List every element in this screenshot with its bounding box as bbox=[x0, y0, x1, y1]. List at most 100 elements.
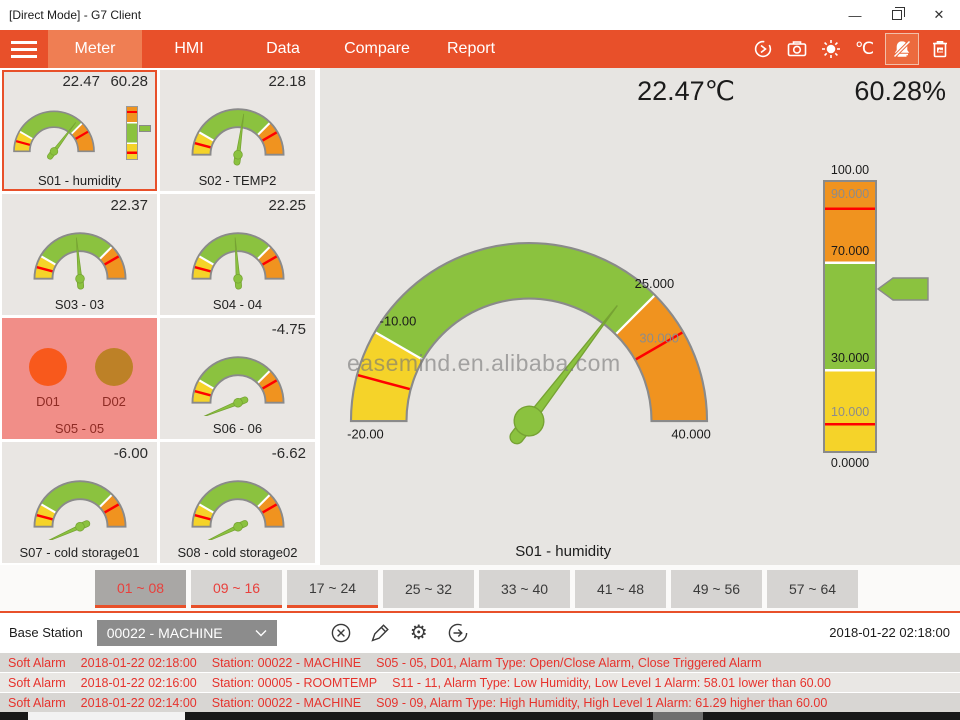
meter-detail-panel: 22.47℃ 60.28% -10.00 25.000 30.000 -20.0… bbox=[320, 68, 960, 565]
gauge-tick-low: -10.00 bbox=[380, 313, 417, 328]
meter-group-tabs: 01 ~ 08 09 ~ 16 17 ~ 24 25 ~ 32 33 ~ 40 … bbox=[0, 565, 960, 611]
tile-label: S05 - 05 bbox=[54, 421, 105, 436]
group-tab-57-64[interactable]: 57 ~ 64 bbox=[767, 570, 858, 608]
tile-value: 22.18 bbox=[268, 73, 306, 90]
tile-label: S07 - cold storage01 bbox=[19, 545, 140, 560]
gauge-dial bbox=[190, 479, 285, 540]
station-bar: Base Station 00022 - MACHINE ⚙ 2018-01-2… bbox=[0, 613, 960, 652]
alarm-type: Soft Alarm bbox=[8, 676, 66, 690]
group-tab-41-48[interactable]: 41 ~ 48 bbox=[575, 570, 666, 608]
restore-icon bbox=[892, 7, 905, 20]
humidity-bar bbox=[126, 106, 138, 160]
edit-icon[interactable] bbox=[368, 621, 392, 645]
current-timestamp: 2018-01-22 02:18:00 bbox=[829, 625, 950, 640]
scrollbar-thumb[interactable] bbox=[28, 712, 185, 720]
alarm-row[interactable]: Soft Alarm 2018-01-22 02:16:00 Station: 00… bbox=[0, 672, 960, 692]
bar-max-label: 100.00 bbox=[830, 163, 870, 177]
group-tab-49-56[interactable]: 49 ~ 56 bbox=[671, 570, 762, 608]
group-tab-33-40[interactable]: 33 ~ 40 bbox=[479, 570, 570, 608]
delete-image-icon[interactable] bbox=[926, 33, 953, 65]
alarm-mute-icon[interactable] bbox=[885, 33, 919, 65]
contact-d01-label: D01 bbox=[36, 394, 60, 409]
alarm-time: 2018-01-22 02:14:00 bbox=[80, 696, 197, 710]
meter-tile-s02[interactable]: 22.18 S02 - TEMP2 bbox=[160, 70, 315, 191]
tile-value: 22.25 bbox=[268, 197, 306, 214]
menu-button[interactable] bbox=[0, 30, 48, 68]
bar-tick-90: 90.000 bbox=[831, 187, 870, 201]
tile-value: -4.75 bbox=[271, 321, 306, 338]
tab-hmi[interactable]: HMI bbox=[174, 40, 204, 57]
minimize-button[interactable]: — bbox=[848, 7, 862, 23]
group-tab-01-08[interactable]: 01 ~ 08 bbox=[95, 570, 186, 608]
tile-label: S04 - 04 bbox=[212, 297, 263, 312]
meter-tile-s05[interactable]: D01 D02 S05 - 05 bbox=[2, 318, 157, 439]
alarm-list: Soft Alarm 2018-01-22 02:18:00 Station: 00… bbox=[0, 652, 960, 712]
bar-tick-30: 30.000 bbox=[831, 351, 870, 366]
gauge-dial bbox=[12, 110, 96, 162]
celsius-icon[interactable]: ℃ bbox=[854, 39, 875, 58]
contact-d02-label: D02 bbox=[102, 394, 126, 409]
gauge-dial bbox=[190, 355, 285, 416]
alarm-detail: S11 - 11, Alarm Type: Low Humidity, Low … bbox=[392, 676, 831, 690]
humidity-bar-gauge: 100.00 90.000 70.000 30.000 10.000 0.000… bbox=[823, 163, 929, 470]
sync-icon[interactable] bbox=[749, 33, 776, 65]
window-title: [Direct Mode] - G7 Client bbox=[9, 8, 142, 22]
scrollbar-thumb[interactable] bbox=[653, 712, 703, 720]
contact-d02-indicator bbox=[95, 348, 133, 386]
gauge-tick-alarm: 30.000 bbox=[639, 331, 678, 346]
contact-d01-indicator bbox=[29, 348, 67, 386]
settings-icon[interactable]: ⚙ bbox=[409, 621, 428, 644]
group-tab-25-32[interactable]: 25 ~ 32 bbox=[383, 570, 474, 608]
station-selected-value: 00022 - MACHINE bbox=[106, 624, 223, 641]
gauge-dial bbox=[32, 479, 127, 540]
temperature-readout: 22.47℃ bbox=[637, 76, 735, 106]
restore-button[interactable] bbox=[876, 0, 918, 30]
export-icon[interactable] bbox=[446, 621, 470, 645]
bar-pointer bbox=[877, 277, 929, 301]
alarm-detail: S09 - 09, Alarm Type: High Humidity, Hig… bbox=[376, 696, 828, 710]
gauge-dial bbox=[190, 107, 285, 167]
close-button[interactable]: ✕ bbox=[933, 7, 945, 22]
meter-tile-s03[interactable]: 22.37 S03 - 03 bbox=[2, 194, 157, 315]
watermark: easemind.en.alibaba.com bbox=[347, 350, 621, 376]
cancel-icon[interactable] bbox=[329, 621, 353, 645]
nav-bar: Meter HMI Data Compare Report ℃ bbox=[0, 30, 960, 68]
meter-tile-s06[interactable]: -4.75 S06 - 06 bbox=[160, 318, 315, 439]
tab-data[interactable]: Data bbox=[266, 40, 300, 57]
title-bar: [Direct Mode] - G7 Client — ✕ bbox=[0, 0, 960, 30]
gauge-max-label: 40.000 bbox=[671, 426, 710, 441]
brightness-icon[interactable] bbox=[817, 33, 844, 65]
meter-tile-s07[interactable]: -6.00 S07 - cold storage01 bbox=[2, 442, 157, 563]
humidity-bar-pointer bbox=[139, 125, 151, 132]
chevron-down-icon bbox=[255, 629, 267, 636]
horizontal-scrollbar[interactable] bbox=[0, 712, 960, 720]
gauge-min-label: -20.00 bbox=[347, 426, 384, 441]
meter-grid: 22.47 60.28 S01 - humidity 22.18 S02 - T… bbox=[0, 68, 318, 565]
meter-tile-s01[interactable]: 22.47 60.28 S01 - humidity bbox=[2, 70, 157, 191]
tile-value-temp: 22.47 bbox=[62, 73, 100, 90]
tile-label: S08 - cold storage02 bbox=[177, 545, 298, 560]
tile-label: S06 - 06 bbox=[212, 421, 263, 436]
camera-icon[interactable] bbox=[783, 33, 810, 65]
divider-line bbox=[0, 611, 960, 613]
alarm-detail: S05 - 05, D01, Alarm Type: Open/Close Al… bbox=[376, 656, 762, 670]
base-station-label: Base Station bbox=[9, 625, 83, 640]
tab-report[interactable]: Report bbox=[446, 40, 496, 57]
alarm-row[interactable]: Soft Alarm 2018-01-22 02:18:00 Station: 00… bbox=[0, 652, 960, 672]
group-tab-09-16[interactable]: 09 ~ 16 bbox=[191, 570, 282, 608]
main-gauge-dial: -10.00 25.000 30.000 -20.00 40.000 bbox=[347, 242, 711, 445]
alarm-type: Soft Alarm bbox=[8, 696, 66, 710]
station-select[interactable]: 00022 - MACHINE bbox=[96, 619, 277, 646]
tab-compare[interactable]: Compare bbox=[344, 40, 410, 57]
bar-tick-10: 10.000 bbox=[831, 405, 870, 420]
alarm-row[interactable]: Soft Alarm 2018-01-22 02:14:00 Station: 00… bbox=[0, 692, 960, 712]
group-tab-17-24[interactable]: 17 ~ 24 bbox=[287, 570, 378, 608]
tab-meter[interactable]: Meter bbox=[48, 30, 142, 68]
alarm-type: Soft Alarm bbox=[8, 656, 66, 670]
tile-value: -6.62 bbox=[271, 445, 306, 462]
meter-tile-s08[interactable]: -6.62 S08 - cold storage02 bbox=[160, 442, 315, 563]
meter-tile-s04[interactable]: 22.25 S04 - 04 bbox=[160, 194, 315, 315]
gauge-tick-high: 25.000 bbox=[635, 276, 674, 291]
alarm-station: Station: 00005 - ROOMTEMP bbox=[211, 676, 378, 690]
bar-min-label: 0.0000 bbox=[830, 456, 870, 470]
